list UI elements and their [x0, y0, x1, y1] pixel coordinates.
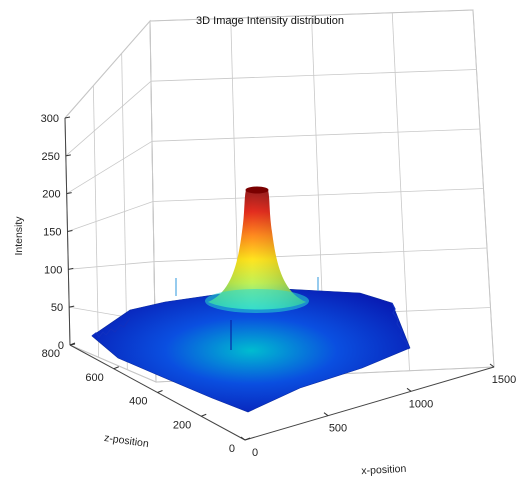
- z-tick-label: 200: [42, 189, 60, 201]
- z-gridline: [66, 140, 153, 195]
- x-tick-label: 500: [329, 423, 347, 435]
- z-axis-label: Intensity: [13, 216, 25, 256]
- axis-ticks: [64, 116, 495, 441]
- y-gridline: [391, 12, 410, 371]
- z-tick-label: 250: [41, 151, 59, 163]
- y-tick-label: 800: [42, 348, 60, 360]
- z-gridline: [68, 261, 155, 270]
- y-gridline: [472, 9, 495, 368]
- z-gridline: [69, 344, 157, 383]
- x-tick: [323, 412, 329, 417]
- surface-plateau: [91, 288, 411, 413]
- y-tick-label: 600: [85, 372, 103, 384]
- surface-peak: [205, 186, 309, 313]
- z-tick-label: 0: [58, 340, 64, 352]
- x-tick: [406, 387, 412, 392]
- z-tick-label: 150: [43, 227, 61, 239]
- z-tick: [68, 267, 74, 270]
- axis-tick-labels: 0501001502002503000200400600800050010001…: [41, 113, 517, 459]
- z-tick: [67, 230, 73, 232]
- z-gridline: [65, 80, 152, 157]
- y-tick-label: 0: [229, 443, 235, 455]
- y-tick: [157, 390, 163, 393]
- y-tick: [113, 366, 119, 370]
- z-tick-label: 50: [51, 302, 63, 314]
- x-axis-label: x-position: [361, 463, 407, 477]
- z-tick: [66, 192, 72, 195]
- chart-title: 3D Image Intensity distribution: [196, 15, 344, 27]
- x-gridline: [92, 85, 100, 358]
- y-tick-label: 400: [129, 396, 147, 408]
- z-tick: [65, 154, 71, 157]
- z-tick-label: 100: [44, 264, 62, 276]
- surface-spikes: [175, 277, 319, 350]
- x-tick-label: 1500: [492, 374, 516, 386]
- x-tick: [240, 436, 246, 441]
- z-tick-label: 300: [41, 113, 59, 125]
- z-gridline: [64, 20, 151, 119]
- y-axis-label: z-position: [103, 432, 149, 450]
- y-tick: [69, 342, 76, 346]
- y-tick: [201, 413, 207, 417]
- y-tick: [244, 437, 251, 441]
- x-tick-label: 1000: [409, 398, 433, 410]
- x-tick-label: 0: [252, 447, 258, 459]
- z-tick: [64, 116, 71, 119]
- x-tick: [489, 363, 495, 368]
- y-tick-label: 200: [173, 419, 191, 431]
- z-tick: [69, 305, 75, 308]
- z-gridline: [67, 201, 154, 232]
